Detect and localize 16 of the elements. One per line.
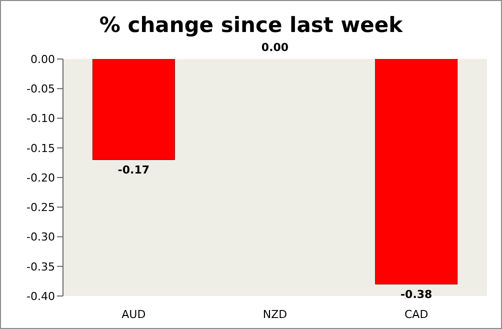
x-tick-label: NZD	[262, 308, 288, 321]
y-tick-label: -0.30	[26, 230, 55, 244]
x-tick-label: CAD	[404, 308, 428, 321]
chart-title: % change since last week	[98, 13, 404, 39]
y-tick-label: -0.35	[26, 260, 55, 274]
y-tick-label: -0.40	[26, 290, 55, 303]
y-tick-label: -0.10	[26, 112, 55, 126]
data-label: -0.17	[118, 164, 150, 177]
data-label: -0.38	[400, 288, 432, 302]
y-tick-label: -0.25	[26, 201, 55, 214]
x-tick-label: AUD	[122, 308, 146, 321]
y-tick-label: 0.00	[30, 52, 55, 66]
y-tick-label: -0.05	[26, 82, 55, 96]
data-label: 0.00	[261, 41, 289, 54]
y-tick-label: -0.20	[26, 171, 55, 184]
y-tick-label: -0.15	[26, 142, 55, 155]
